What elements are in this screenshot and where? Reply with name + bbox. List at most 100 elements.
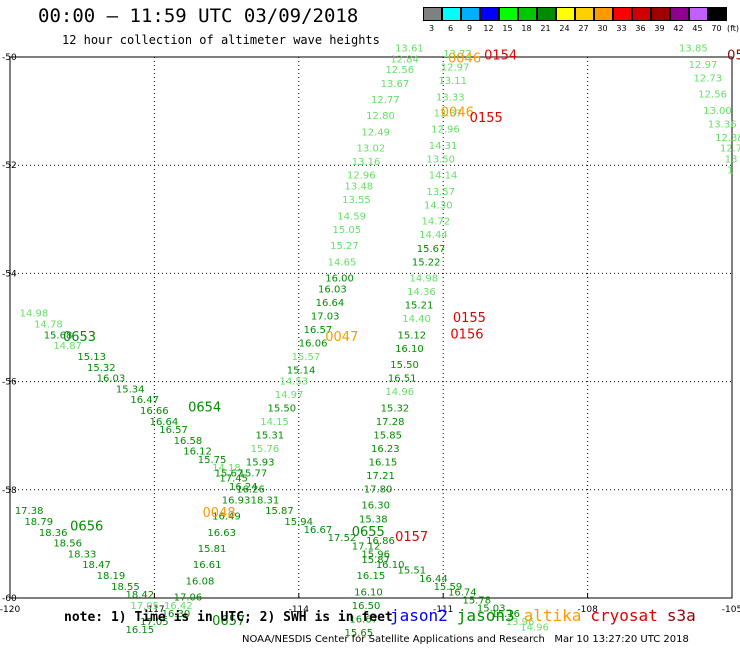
data-label: 12.49 — [361, 127, 390, 138]
colorbar-swatch — [517, 7, 537, 21]
colorbar-stop: 24 — [555, 7, 575, 33]
data-label: 16.15 — [126, 625, 155, 636]
data-label: 15.16 — [491, 609, 520, 620]
colorbar-unit: (ft) — [727, 24, 740, 33]
data-label: 12.96 — [431, 125, 460, 136]
data-label: 12.97 — [689, 60, 718, 71]
colorbar-swatch — [536, 7, 556, 21]
data-label: 18.33 — [68, 549, 97, 560]
colorbar-swatch — [422, 7, 442, 21]
data-label: 17.05 — [140, 617, 169, 628]
data-label: 15.76 — [251, 444, 280, 455]
data-label: 16.03 — [97, 374, 126, 385]
data-label: 15.87 — [265, 506, 294, 517]
colorbar-swatch — [631, 7, 651, 21]
data-label: 16.86 — [366, 536, 395, 547]
data-label: 15.50 — [268, 403, 297, 414]
data-label: 16.30 — [162, 609, 191, 620]
data-label: 15.32 — [381, 403, 410, 414]
data-label: 13.36 — [708, 119, 737, 130]
x-tick-label: -114 — [289, 605, 310, 615]
data-label: 14.98 — [410, 274, 439, 285]
data-label: 16.57 — [159, 425, 188, 436]
data-label: 14.87 — [53, 341, 82, 352]
legend-cryosat: cryosat — [590, 606, 658, 625]
data-label: 13.72 — [443, 49, 472, 60]
data-label: 14.96 — [385, 387, 414, 398]
data-label: 12.38 — [715, 133, 740, 144]
legend-jason3: jason3 — [456, 606, 515, 625]
data-label: 18.31 — [251, 495, 280, 506]
data-label: 15.34 — [116, 384, 145, 395]
data-label: 12.84 — [390, 54, 419, 65]
data-label: 13 — [725, 154, 738, 165]
legend-jason2: jason2 — [390, 606, 448, 625]
time-label: 0655 — [352, 525, 385, 540]
time-label: 0657 — [212, 614, 245, 629]
data-label: 12.56 — [698, 90, 727, 101]
data-label: 16.10 — [395, 344, 424, 355]
data-label: 13.48 — [345, 182, 374, 193]
time-label: 0154 — [484, 49, 517, 64]
data-label: 16.51 — [388, 374, 417, 385]
data-label: 15.68 — [44, 330, 73, 341]
data-label: 16.03 — [318, 284, 347, 295]
data-label: 16.08 — [186, 576, 215, 587]
data-label: 15.96 — [361, 549, 390, 560]
colorbar-swatch — [612, 7, 632, 21]
data-label: 14.72 — [422, 217, 451, 228]
data-label: 12.77 — [371, 95, 400, 106]
colorbar-stop: 36 — [631, 7, 651, 33]
y-tick-label: -52 — [2, 161, 17, 171]
colorbar-label: 33 — [616, 24, 627, 33]
colorbar-swatch — [498, 7, 518, 21]
data-label: 15.78 — [462, 595, 491, 606]
data-label: 15.32 — [87, 363, 116, 374]
colorbar-label: 15 — [502, 24, 513, 33]
data-label: 15.12 — [397, 330, 426, 341]
y-tick-label: -50 — [2, 53, 17, 63]
time-label: 0046 — [448, 51, 481, 66]
colorbar-swatch — [650, 7, 670, 21]
data-label: 16.44 — [419, 574, 448, 585]
data-label: 15.38 — [359, 514, 388, 525]
colorbar-stop: 18 — [517, 7, 537, 33]
data-label: 15.50 — [390, 360, 419, 371]
data-label: 17.38 — [15, 506, 44, 517]
colorbar-stop: 42 — [669, 7, 689, 33]
data-label: 13.00 — [703, 106, 732, 117]
data-label: 13.37 — [434, 109, 463, 120]
colorbar-swatch — [574, 7, 594, 21]
data-label: 13.61 — [395, 44, 424, 55]
data-label: 18.36 — [39, 528, 68, 539]
colorbar-swatch — [593, 7, 613, 21]
colorbar-swatch — [460, 7, 480, 21]
data-label: 14.78 — [34, 320, 63, 331]
data-label: 15.51 — [397, 566, 426, 577]
data-label: 13.55 — [342, 195, 371, 206]
data-label: 16.49 — [212, 512, 241, 523]
data-label: 16.15 — [369, 457, 398, 468]
data-label: 17.80 — [364, 485, 393, 496]
x-tick-label: -117 — [144, 605, 164, 615]
data-label: 18.42 — [126, 590, 155, 601]
data-label: 16.67 — [304, 525, 333, 536]
data-label: 12.73 — [693, 73, 722, 84]
data-label: 16.64 — [316, 298, 345, 309]
colorbar-stop: 6 — [441, 7, 461, 33]
data-label: 17.21 — [366, 471, 395, 482]
data-label: 18.55 — [111, 582, 140, 593]
data-label: 13.85 — [679, 44, 708, 55]
time-label: 0157 — [395, 530, 428, 545]
time-label: 0048 — [203, 506, 236, 521]
x-tick-label: -111 — [433, 605, 453, 615]
x-tick-label: -108 — [577, 605, 598, 615]
data-label: 16.93 — [222, 495, 251, 506]
colorbar-swatch — [555, 7, 575, 21]
data-label: 16.47 — [130, 395, 159, 406]
data-label: 12.96 — [347, 171, 376, 182]
time-label: 0155 — [470, 111, 503, 126]
data-label: 16.58 — [174, 436, 203, 447]
data-label: 14.15 — [260, 417, 289, 428]
